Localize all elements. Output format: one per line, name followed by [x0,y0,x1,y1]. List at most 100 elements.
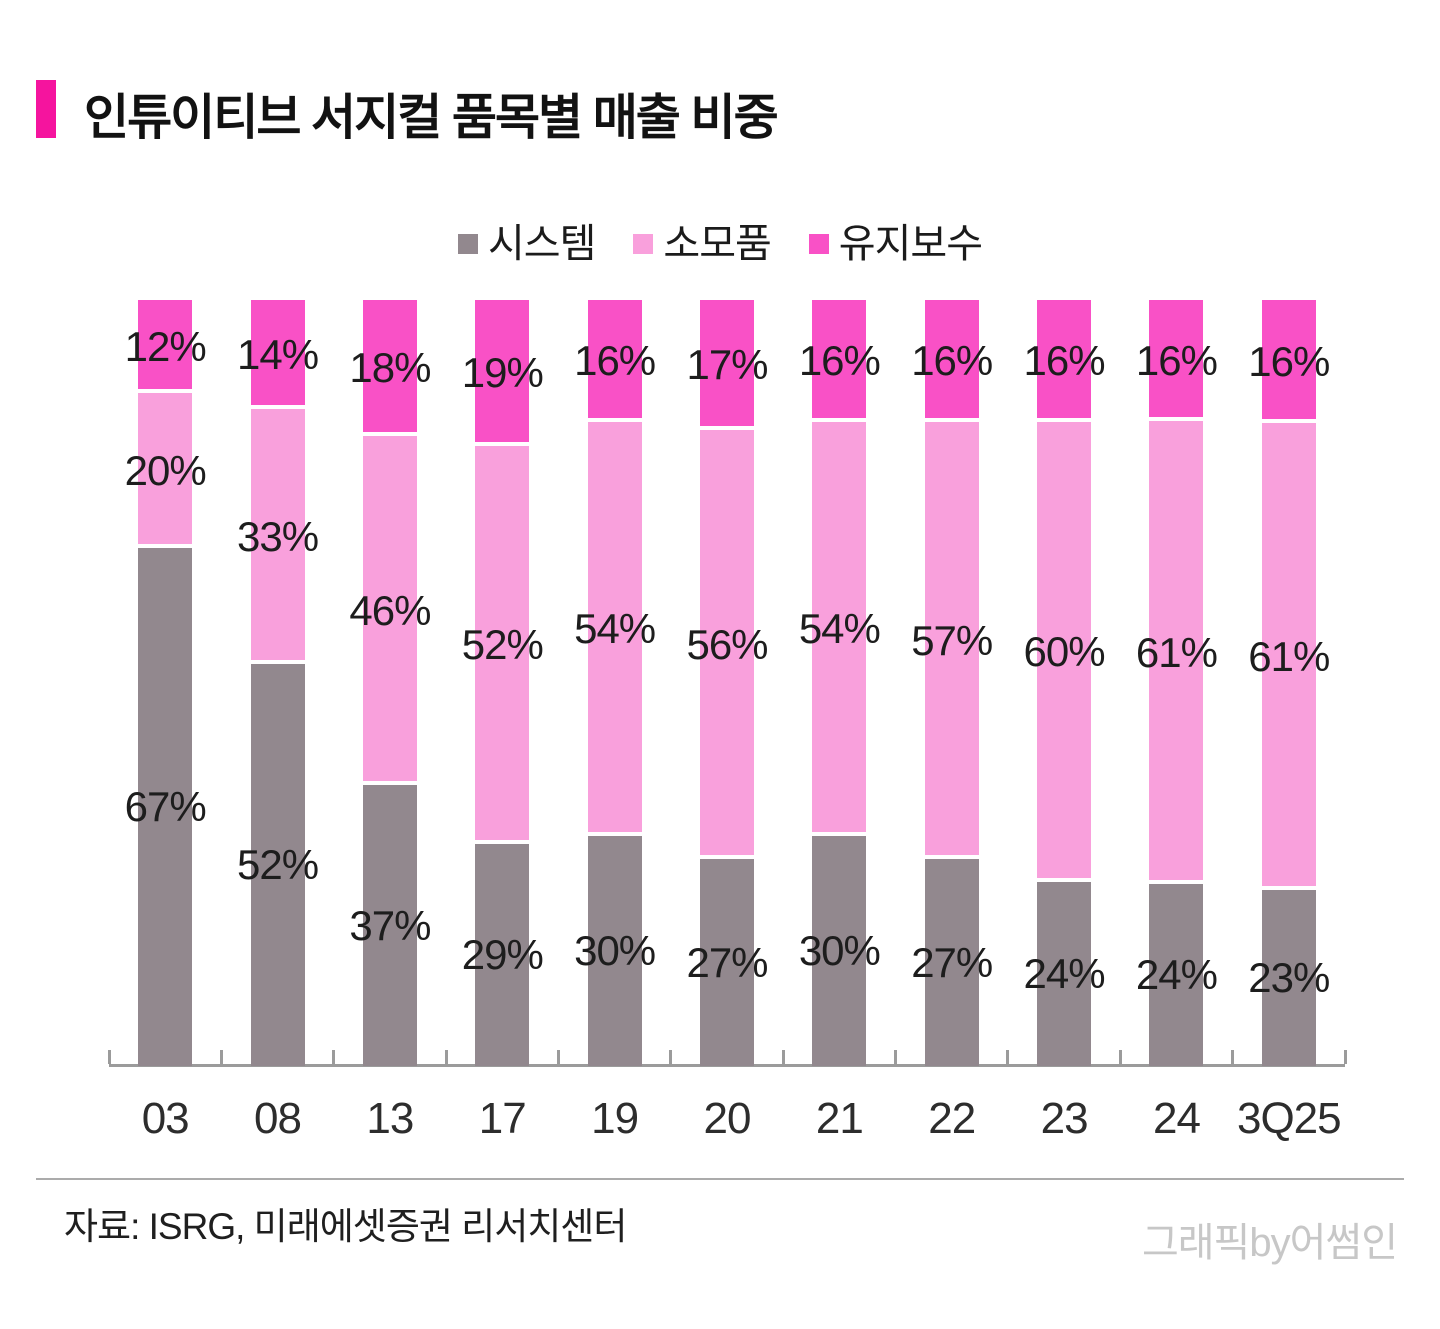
bar-segment [587,300,642,422]
axis-tick [219,1050,223,1064]
bar-segment [1149,300,1204,421]
segment-value-label: 46% [349,586,431,634]
bar-segment [1037,300,1092,422]
segment-value-label: 52% [461,621,544,668]
segment-value-label: 12% [124,322,207,370]
segment-value-label: 54% [798,605,881,652]
bar-segment [700,430,754,859]
bar-segment [250,664,305,1066]
legend-item-1: 소모품 [633,222,772,266]
bar-segment [475,446,530,844]
bar-segment [362,436,417,785]
axis-tick [894,1050,898,1064]
segment-value-label: 16% [1023,337,1106,384]
bar-segment [362,300,417,436]
legend-label: 시스템 [487,222,596,266]
bar-segment [812,422,867,836]
bar-segment [1149,884,1204,1066]
segment-value-label: 16% [574,337,656,384]
x-axis-label: 20 [703,1094,752,1143]
legend: 시스템 소모품 유지보수 [0,224,1440,264]
segment-value-label: 16% [798,337,881,384]
segment-value-label: 57% [911,616,993,664]
bar-segment [924,859,979,1066]
bar-segment [587,422,642,836]
segment-value-label: 56% [686,620,768,668]
segment-value-label: 61% [1248,632,1330,680]
bar-segment [812,300,867,422]
x-axis-label: 17 [478,1094,527,1143]
segment-value-label: 20% [124,446,207,494]
legend-swatch-icon [808,234,829,254]
bar-segment [362,785,417,1066]
bar-segment [700,859,754,1066]
bar-segment [1261,890,1316,1066]
bar-segment [924,300,979,422]
segment-value-label: 30% [798,927,881,974]
segment-value-label: 14% [237,330,319,378]
bar-segment [250,300,305,409]
x-axis-label: 24 [1152,1094,1201,1143]
bar-segment [812,836,867,1066]
segment-value-label: 61% [1135,628,1218,676]
bar-segment [587,836,642,1066]
bar-segment [1261,300,1316,423]
segment-value-label: 37% [349,901,431,949]
legend-swatch-icon [633,234,654,254]
bar-segment [700,300,754,430]
axis-tick [1118,1050,1122,1064]
segment-value-label: 19% [461,349,544,396]
x-axis-label: 23 [1040,1094,1089,1143]
segment-value-label: 52% [237,841,319,888]
bar-segment [924,422,979,859]
segment-value-label: 60% [1023,628,1106,675]
x-axis-label: 08 [254,1094,302,1143]
axis-tick [1343,1050,1347,1064]
x-axis-label: 03 [141,1094,190,1143]
title-accent-bar [36,80,56,138]
x-axis-label: 22 [928,1094,976,1143]
segment-value-label: 24% [1135,951,1218,998]
x-axis-label: 21 [815,1094,864,1143]
watermark-credit: 그래픽by어썸인 [1141,1221,1398,1265]
legend-item-0: 시스템 [457,222,596,266]
bar-segment [1037,882,1092,1066]
bar-segment [1261,423,1316,890]
bar-segment [475,844,530,1066]
axis-tick [107,1050,111,1064]
axis-tick [669,1050,673,1064]
x-axis-label: 19 [591,1094,639,1143]
legend-label: 유지보수 [838,222,983,266]
source-text: 자료: ISRG, 미래에셋증권 리서치센터 [64,1206,627,1247]
bar-segment [138,393,193,548]
segment-value-label: 54% [574,605,656,652]
bar-segment [250,409,305,664]
axis-tick [1006,1050,1010,1064]
legend-swatch-icon [457,234,478,254]
bar-segment [1149,421,1204,884]
axis-tick [444,1050,448,1064]
legend-label: 소모품 [663,222,771,266]
segment-value-label: 16% [1248,337,1330,385]
segment-value-label: 17% [686,341,768,388]
legend-item-2: 유지보수 [808,222,983,266]
x-axis-label: 13 [366,1094,414,1143]
segment-value-label: 18% [349,344,431,391]
bar-segment [138,548,193,1066]
axis-tick [556,1050,560,1064]
segment-value-label: 16% [1135,336,1218,384]
axis-tick [332,1050,336,1064]
segment-value-label: 24% [1023,950,1106,997]
segment-value-label: 27% [686,938,768,986]
page-title: 인튜이티브 서지컬 품목별 매출 비중 [84,91,779,145]
segment-value-label: 16% [911,337,993,384]
bar-segment [475,300,530,446]
axis-tick [781,1050,785,1064]
bar-segment [138,300,193,393]
segment-value-label: 29% [461,931,544,978]
x-axis-label: 3Q25 [1236,1094,1342,1143]
segment-value-label: 27% [911,938,993,986]
segment-value-label: 23% [1248,954,1330,1001]
